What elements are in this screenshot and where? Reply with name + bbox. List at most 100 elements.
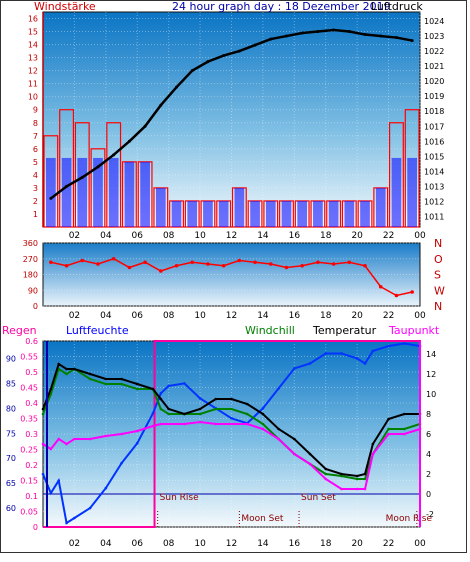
pressure-tick-label: 1012 <box>424 197 444 206</box>
pressure-point <box>347 30 351 34</box>
rain-tick-label: 0.5 <box>25 368 38 377</box>
wind-base-bar <box>234 187 245 227</box>
series-windchill-point <box>387 427 390 431</box>
series-luftfeuchte-point <box>198 397 202 400</box>
series-luftfeuchte-point <box>308 362 312 365</box>
annotation-label: Moon Rise <box>386 514 433 524</box>
rain-tick-label: 0.6 <box>25 337 38 346</box>
x-tick-label: 18 <box>320 231 332 241</box>
x-tick-label: 20 <box>351 539 363 549</box>
direction-point <box>331 262 336 266</box>
x-tick-label: 02 <box>69 231 80 241</box>
direction-line <box>50 257 413 297</box>
pressure-point <box>363 33 367 37</box>
wind-tick-label: 11 <box>28 80 38 89</box>
series-taupunkt-point <box>324 477 328 481</box>
rain-tick-label: 0 <box>33 523 38 532</box>
pressure-tick-label: 1019 <box>424 92 444 101</box>
series-temperatur-point <box>104 377 108 381</box>
direction-point <box>300 263 304 268</box>
x-tick-label: 06 <box>132 311 144 321</box>
x-tick-label: 14 <box>257 311 269 321</box>
direction-series <box>49 256 414 298</box>
direction-point <box>111 256 116 261</box>
wind-tick-label: 1 <box>33 210 38 219</box>
wind-base-bar <box>77 157 88 227</box>
series-luftfeuchte-point <box>88 506 92 510</box>
humidity-tick-label: 65 <box>6 479 16 488</box>
direction-point <box>159 269 163 273</box>
series-temperatur-point <box>159 397 163 401</box>
wind-base-bar <box>218 200 229 227</box>
x-tick-label: 22 <box>383 539 394 549</box>
series-temperatur-point <box>230 397 233 401</box>
direction-tick-label: 180 <box>23 271 38 280</box>
wind-base-bar <box>171 200 182 227</box>
wind-base-bar <box>265 200 276 227</box>
series-temperatur-point <box>363 472 367 476</box>
x-tick-label: 00 <box>414 231 426 241</box>
series-taupunkt-point <box>340 487 343 491</box>
legend-windchill: Windchill <box>245 324 295 337</box>
wind-panel <box>42 11 421 228</box>
legend-dewpoint: Taupunkt <box>388 324 440 337</box>
direction-point <box>284 265 289 270</box>
wind-base-bar <box>328 200 339 227</box>
x-tick-label: 08 <box>163 311 175 321</box>
x-tick-label: 16 <box>289 231 301 241</box>
series-taupunkt-point <box>65 442 68 446</box>
pressure-axis-title: Luftdruck <box>371 0 423 13</box>
direction-point <box>378 284 383 289</box>
series-taupunkt-point <box>371 452 375 456</box>
series-windchill-point <box>167 412 170 416</box>
series-taupunkt-point <box>41 442 45 446</box>
series-windchill-point <box>261 422 265 426</box>
series-luftfeuchte-point <box>183 382 186 385</box>
x-tick-label: 10 <box>194 311 206 321</box>
temp-tick-label: 10 <box>426 390 436 399</box>
wind-base-bar <box>344 200 355 227</box>
x-tick-label: 02 <box>69 539 80 549</box>
series-taupunkt-point <box>261 427 265 431</box>
series-temperatur-point <box>293 437 296 441</box>
humidity-tick-label: 90 <box>6 354 16 363</box>
rain-tick-label: 0.05 <box>20 508 38 517</box>
x-tick-label: 16 <box>289 311 301 321</box>
series-windchill-point <box>135 387 139 391</box>
series-temperatur-point <box>340 472 343 476</box>
x-tick-label: 04 <box>100 231 112 241</box>
series-luftfeuchte-point <box>41 472 45 476</box>
temp-tick-label: -2 <box>426 510 434 519</box>
series-luftfeuchte-point <box>355 357 359 360</box>
series-luftfeuchte-point <box>73 516 76 520</box>
series-windchill-point <box>363 477 367 481</box>
x-tick-label: 10 <box>194 539 206 549</box>
direction-compass-label: O <box>434 253 443 266</box>
x-tick-label: 08 <box>163 231 175 241</box>
series-taupunkt-point <box>120 432 123 436</box>
rain-tick-label: 0.55 <box>20 353 38 362</box>
pressure-tick-label: 1018 <box>424 107 444 116</box>
wind-tick-label: 13 <box>28 54 38 63</box>
series-taupunkt-point <box>57 437 61 441</box>
pressure-point <box>159 103 163 107</box>
wind-base-bar <box>155 187 166 227</box>
direction-point <box>49 260 53 265</box>
pressure-tick-label: 1015 <box>424 152 444 161</box>
temp-tick-label: 4 <box>426 450 431 459</box>
pressure-point <box>206 60 210 64</box>
wind-base-bar <box>360 200 370 227</box>
direction-tick-label: 270 <box>23 255 38 264</box>
series-temperatur-point <box>41 407 45 411</box>
direction-point <box>190 260 195 265</box>
x-tick-label: 18 <box>320 311 332 321</box>
series-luftfeuchte-point <box>167 384 170 388</box>
wind-axis-title: Windstärke <box>34 0 96 13</box>
wind-tick-label: 7 <box>33 132 38 141</box>
direction-compass-label: N <box>434 237 442 250</box>
series-taupunkt-point <box>245 422 249 426</box>
pressure-point <box>80 175 84 179</box>
climate-panel <box>42 340 421 528</box>
pressure-point <box>379 34 383 38</box>
wind-tick-label: 14 <box>28 41 38 50</box>
